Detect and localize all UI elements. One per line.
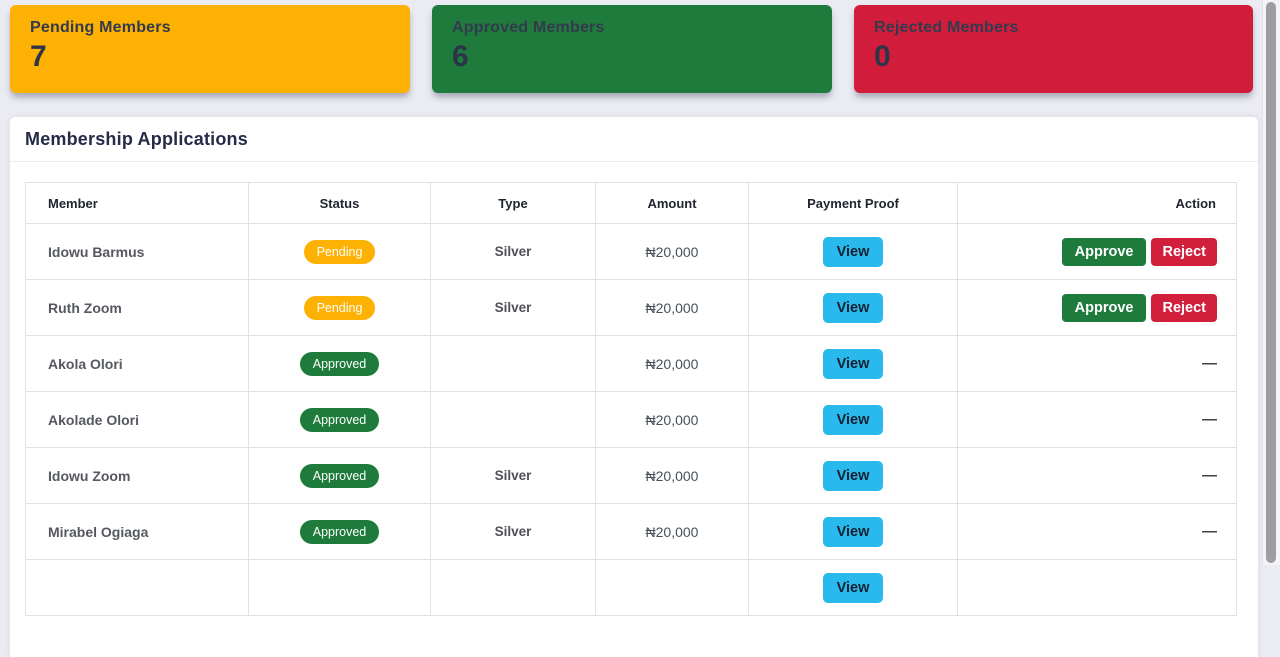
status-cell: Approved [248,503,431,560]
table-row: Akola Olori Approved ₦20,000 View — [25,335,1237,392]
view-button[interactable]: View [822,460,884,491]
no-action-dash: — [1202,522,1217,540]
stat-card-rejected: Rejected Members 0 [854,5,1253,93]
column-header-amount: Amount [595,182,749,224]
column-header-member: Member [25,182,249,224]
amount-cell: ₦20,000 [595,503,749,560]
page-title: Membership Applications [25,129,248,149]
column-header-payment-proof: Payment Proof [748,182,958,224]
action-cell [957,559,1237,616]
status-cell [248,559,431,616]
amount-cell: ₦20,000 [595,335,749,392]
amount-cell: ₦20,000 [595,391,749,448]
column-header-type: Type [430,182,596,224]
panel-header: Membership Applications [10,117,1258,162]
column-header-action: Action [957,182,1237,224]
action-cell: — [957,391,1237,448]
vertical-scrollbar-track[interactable] [1262,0,1280,565]
view-button[interactable]: View [822,236,884,267]
action-cell: — [957,503,1237,560]
action-cell: Approve Reject [957,279,1237,336]
stat-card-pending: Pending Members 7 [10,5,410,93]
stats-row: Pending Members 7 Approved Members 6 Rej… [10,5,1253,93]
stat-value-rejected: 0 [874,40,891,73]
view-button[interactable]: View [822,572,884,603]
type-cell: Silver [430,503,596,560]
applications-table: Member Status Type Amount Payment Proof … [25,182,1237,616]
status-cell: Approved [248,335,431,392]
stat-value-approved: 6 [452,40,469,73]
status-cell: Pending [248,223,431,280]
payment-proof-cell: View [748,279,958,336]
view-button[interactable]: View [822,516,884,547]
member-name-cell: Mirabel Ogiaga [25,503,249,560]
type-cell: Silver [430,279,596,336]
status-badge: Approved [299,463,380,488]
table-row: Ruth Zoom Pending Silver ₦20,000 View Approve… [25,279,1237,336]
stat-label-approved: Approved Members [452,19,605,36]
member-name-cell: Akolade Olori [25,391,249,448]
payment-proof-cell: View [748,447,958,504]
view-button[interactable]: View [822,348,884,379]
type-cell [430,335,596,392]
payment-proof-cell: View [748,391,958,448]
amount-cell [595,559,749,616]
action-cell: — [957,447,1237,504]
stat-card-approved: Approved Members 6 [432,5,832,93]
payment-proof-cell: View [748,335,958,392]
amount-cell: ₦20,000 [595,223,749,280]
vertical-scrollbar-thumb[interactable] [1266,2,1276,563]
payment-proof-cell: View [748,559,958,616]
status-cell: Pending [248,279,431,336]
amount-cell: ₦20,000 [595,447,749,504]
stat-label-pending: Pending Members [30,19,171,36]
action-cell: — [957,335,1237,392]
status-badge: Approved [299,351,380,376]
table-row: Mirabel Ogiaga Approved Silver ₦20,000 View — [25,503,1237,560]
column-header-status: Status [248,182,431,224]
type-cell: Silver [430,447,596,504]
table-row: View [25,559,1237,616]
status-badge: Approved [299,407,380,432]
type-cell [430,559,596,616]
action-cell: Approve Reject [957,223,1237,280]
table-row: Idowu Barmus Pending Silver ₦20,000 View Appr… [25,223,1237,280]
view-button[interactable]: View [822,404,884,435]
type-cell [430,391,596,448]
member-name-cell: Idowu Zoom [25,447,249,504]
stat-value-pending: 7 [30,40,47,73]
table-body: Idowu Barmus Pending Silver ₦20,000 View Appr… [25,223,1237,616]
amount-cell: ₦20,000 [595,279,749,336]
approve-button[interactable]: Approve [1061,293,1147,322]
table-row: Akolade Olori Approved ₦20,000 View — [25,391,1237,448]
member-name-cell: Akola Olori [25,335,249,392]
status-badge: Pending [303,239,376,264]
no-action-dash: — [1202,466,1217,484]
status-badge: Approved [299,519,380,544]
table-row: Idowu Zoom Approved Silver ₦20,000 View — [25,447,1237,504]
member-name-cell [25,559,249,616]
reject-button[interactable]: Reject [1151,237,1217,266]
table-header-row: Member Status Type Amount Payment Proof … [25,182,1237,224]
status-cell: Approved [248,447,431,504]
member-name-cell: Idowu Barmus [25,223,249,280]
payment-proof-cell: View [748,223,958,280]
member-name-cell: Ruth Zoom [25,279,249,336]
view-button[interactable]: View [822,292,884,323]
status-cell: Approved [248,391,431,448]
reject-button[interactable]: Reject [1151,293,1217,322]
type-cell: Silver [430,223,596,280]
status-badge: Pending [303,295,376,320]
no-action-dash: — [1202,410,1217,428]
approve-button[interactable]: Approve [1061,237,1147,266]
membership-applications-panel: Membership Applications Member Status Ty… [10,117,1258,657]
no-action-dash: — [1202,354,1217,372]
stat-label-rejected: Rejected Members [874,19,1019,36]
payment-proof-cell: View [748,503,958,560]
applications-table-wrap: Member Status Type Amount Payment Proof … [25,182,1243,616]
